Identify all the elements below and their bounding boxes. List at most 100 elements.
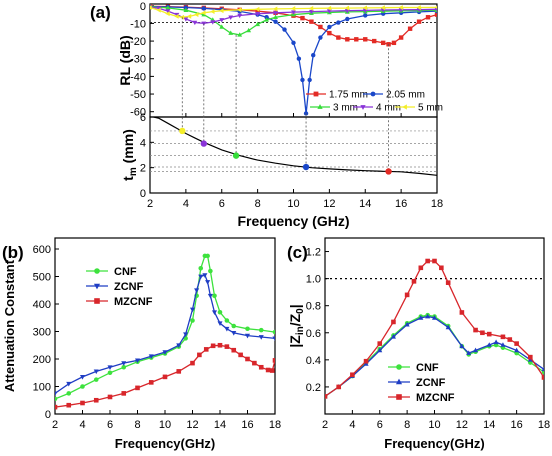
att-MZCNF-point <box>80 400 85 406</box>
att-CNF-point <box>231 323 237 329</box>
legend-marker <box>370 91 376 97</box>
z-MZCNF-point <box>336 384 341 390</box>
tm-point <box>200 140 208 147</box>
rl-4-mm-point <box>210 20 216 25</box>
rl-3-mm-point <box>219 24 225 29</box>
att-ZCNF-point <box>205 280 211 285</box>
att-CNF-point <box>198 265 204 271</box>
att-CNF-point <box>217 309 223 315</box>
rl-5-mm-point <box>156 7 161 13</box>
z-MZCNF-point <box>486 331 492 337</box>
att-MZCNF-point <box>265 367 271 373</box>
legend-label: ZCNF <box>114 281 144 293</box>
att-MZCNF-point <box>224 344 230 349</box>
z-ZCNF-point <box>466 350 472 355</box>
z-MZCNF-line <box>325 260 544 397</box>
legend-label: MZCNF <box>114 296 153 308</box>
z-ytick-label: 0.8 <box>306 301 321 313</box>
rl-1.75-mm-point <box>336 35 341 40</box>
att-MZCNF-point <box>258 364 264 370</box>
rl-5-mm-point <box>201 10 206 16</box>
rl-4-mm-point <box>255 11 261 17</box>
att-CNF-point <box>245 326 250 332</box>
z-MZCNF-point <box>507 337 513 342</box>
rl-1.75-mm-point <box>398 35 404 40</box>
z-xtick-label: 6 <box>377 419 383 431</box>
rl-5-mm-point <box>398 5 403 10</box>
rl-2.05-mm-point <box>311 53 316 58</box>
rl-2.05-mm-point <box>336 20 341 25</box>
z-xtick-label: 2 <box>322 419 328 431</box>
att-ytick-label: 200 <box>33 354 51 366</box>
att-CNF-point <box>224 318 230 323</box>
legend-marker <box>94 268 100 274</box>
z-ZCNF-point <box>541 366 544 372</box>
z-xtick-label: 14 <box>483 419 495 431</box>
tm-x-axis-title: Frequency (GHz) <box>237 213 349 229</box>
att-ZCNF-point <box>224 326 230 332</box>
rl-4-mm-point <box>237 13 243 19</box>
z-MZCNF-point <box>459 310 465 315</box>
rl-1.75-mm-point <box>345 37 350 42</box>
rl-5-mm-point <box>210 9 215 15</box>
panel-label-b: (b) <box>2 243 24 262</box>
rl-4-mm-point <box>326 9 332 14</box>
rl-2.05-mm-point <box>327 24 332 30</box>
z-MZCNF-point <box>541 375 544 380</box>
z-legend: CNF ZCNF MZCNF <box>388 362 455 404</box>
z-MZCNF-point <box>325 394 328 399</box>
att-x-axis-title: Frequency(GHz) <box>115 436 215 451</box>
tm-xtick-label: 14 <box>359 198 371 210</box>
att-ZCNF-line <box>55 274 275 394</box>
z-ZCNF-series <box>325 313 544 399</box>
rl-2.05-mm-point <box>307 77 312 83</box>
rl-4-mm-point <box>192 20 198 26</box>
z-ZCNF-point <box>390 334 396 339</box>
tm-ytick-label: 2 <box>140 163 146 175</box>
tm-point <box>232 152 240 159</box>
z-MZCNF-point <box>363 358 369 364</box>
rl-ytick-label: -50 <box>130 89 146 101</box>
rl-2.05-mm-point <box>264 15 269 20</box>
att-ZCNF-point <box>217 321 223 327</box>
att-CNF-point <box>93 377 99 382</box>
legend-label: CNF <box>416 362 439 374</box>
rl-3-mm-point <box>434 7 437 12</box>
att-MZCNF-point <box>176 369 182 374</box>
tm-y-axis-title: tm (mm) <box>120 129 139 181</box>
panel-b: 2 4 6 8 10 12 14 16 18 0 100 200 300 400 500 600 Attenua… <box>2 237 281 451</box>
rl-5-mm-point <box>308 5 314 11</box>
legend-marker <box>93 283 101 290</box>
rl-5-mm-point <box>326 5 332 11</box>
rl-2.05-mm-point <box>345 16 350 22</box>
z-ZCNF-point <box>425 313 431 319</box>
att-CNF-point <box>205 253 210 259</box>
att-xtick-label: 14 <box>214 419 226 431</box>
legend-label: CNF <box>114 266 137 278</box>
att-CNF-point <box>107 370 113 376</box>
z-MZCNF-point <box>432 258 437 264</box>
att-ZCNF-point <box>55 391 58 397</box>
rl-1.75-mm-point <box>434 12 437 17</box>
rl-5-mm-point <box>179 14 185 20</box>
att-xtick-label: 18 <box>269 419 281 431</box>
z-ytick-label: 1.0 <box>306 274 321 286</box>
z-ZCNF-point <box>486 342 492 347</box>
att-ZCNF-point <box>189 307 196 313</box>
att-ZCNF-point <box>176 343 182 349</box>
legend-marker <box>360 105 366 110</box>
tm-xtick-label: 12 <box>323 198 335 210</box>
panel-a: 0 -10 -20 -30 -40 -50 -60 RL (dB) 1.75 mm 2.05 mm… <box>117 1 443 229</box>
tm-xtick-label: 2 <box>147 198 153 210</box>
legend-marker <box>317 104 323 109</box>
z-MZCNF-point <box>411 279 417 284</box>
att-CNF-point <box>190 318 195 323</box>
att-MZCNF-point <box>203 347 209 352</box>
z-ytick-label: 0.2 <box>306 382 321 394</box>
tm-plot-frame <box>149 116 438 194</box>
rl-1.75-mm-point <box>372 38 377 44</box>
z-MZCNF-point <box>350 372 355 378</box>
rl-2.05-mm-point <box>273 19 278 24</box>
att-xtick-label: 12 <box>186 419 198 431</box>
z-xtick-label: 12 <box>456 419 468 431</box>
